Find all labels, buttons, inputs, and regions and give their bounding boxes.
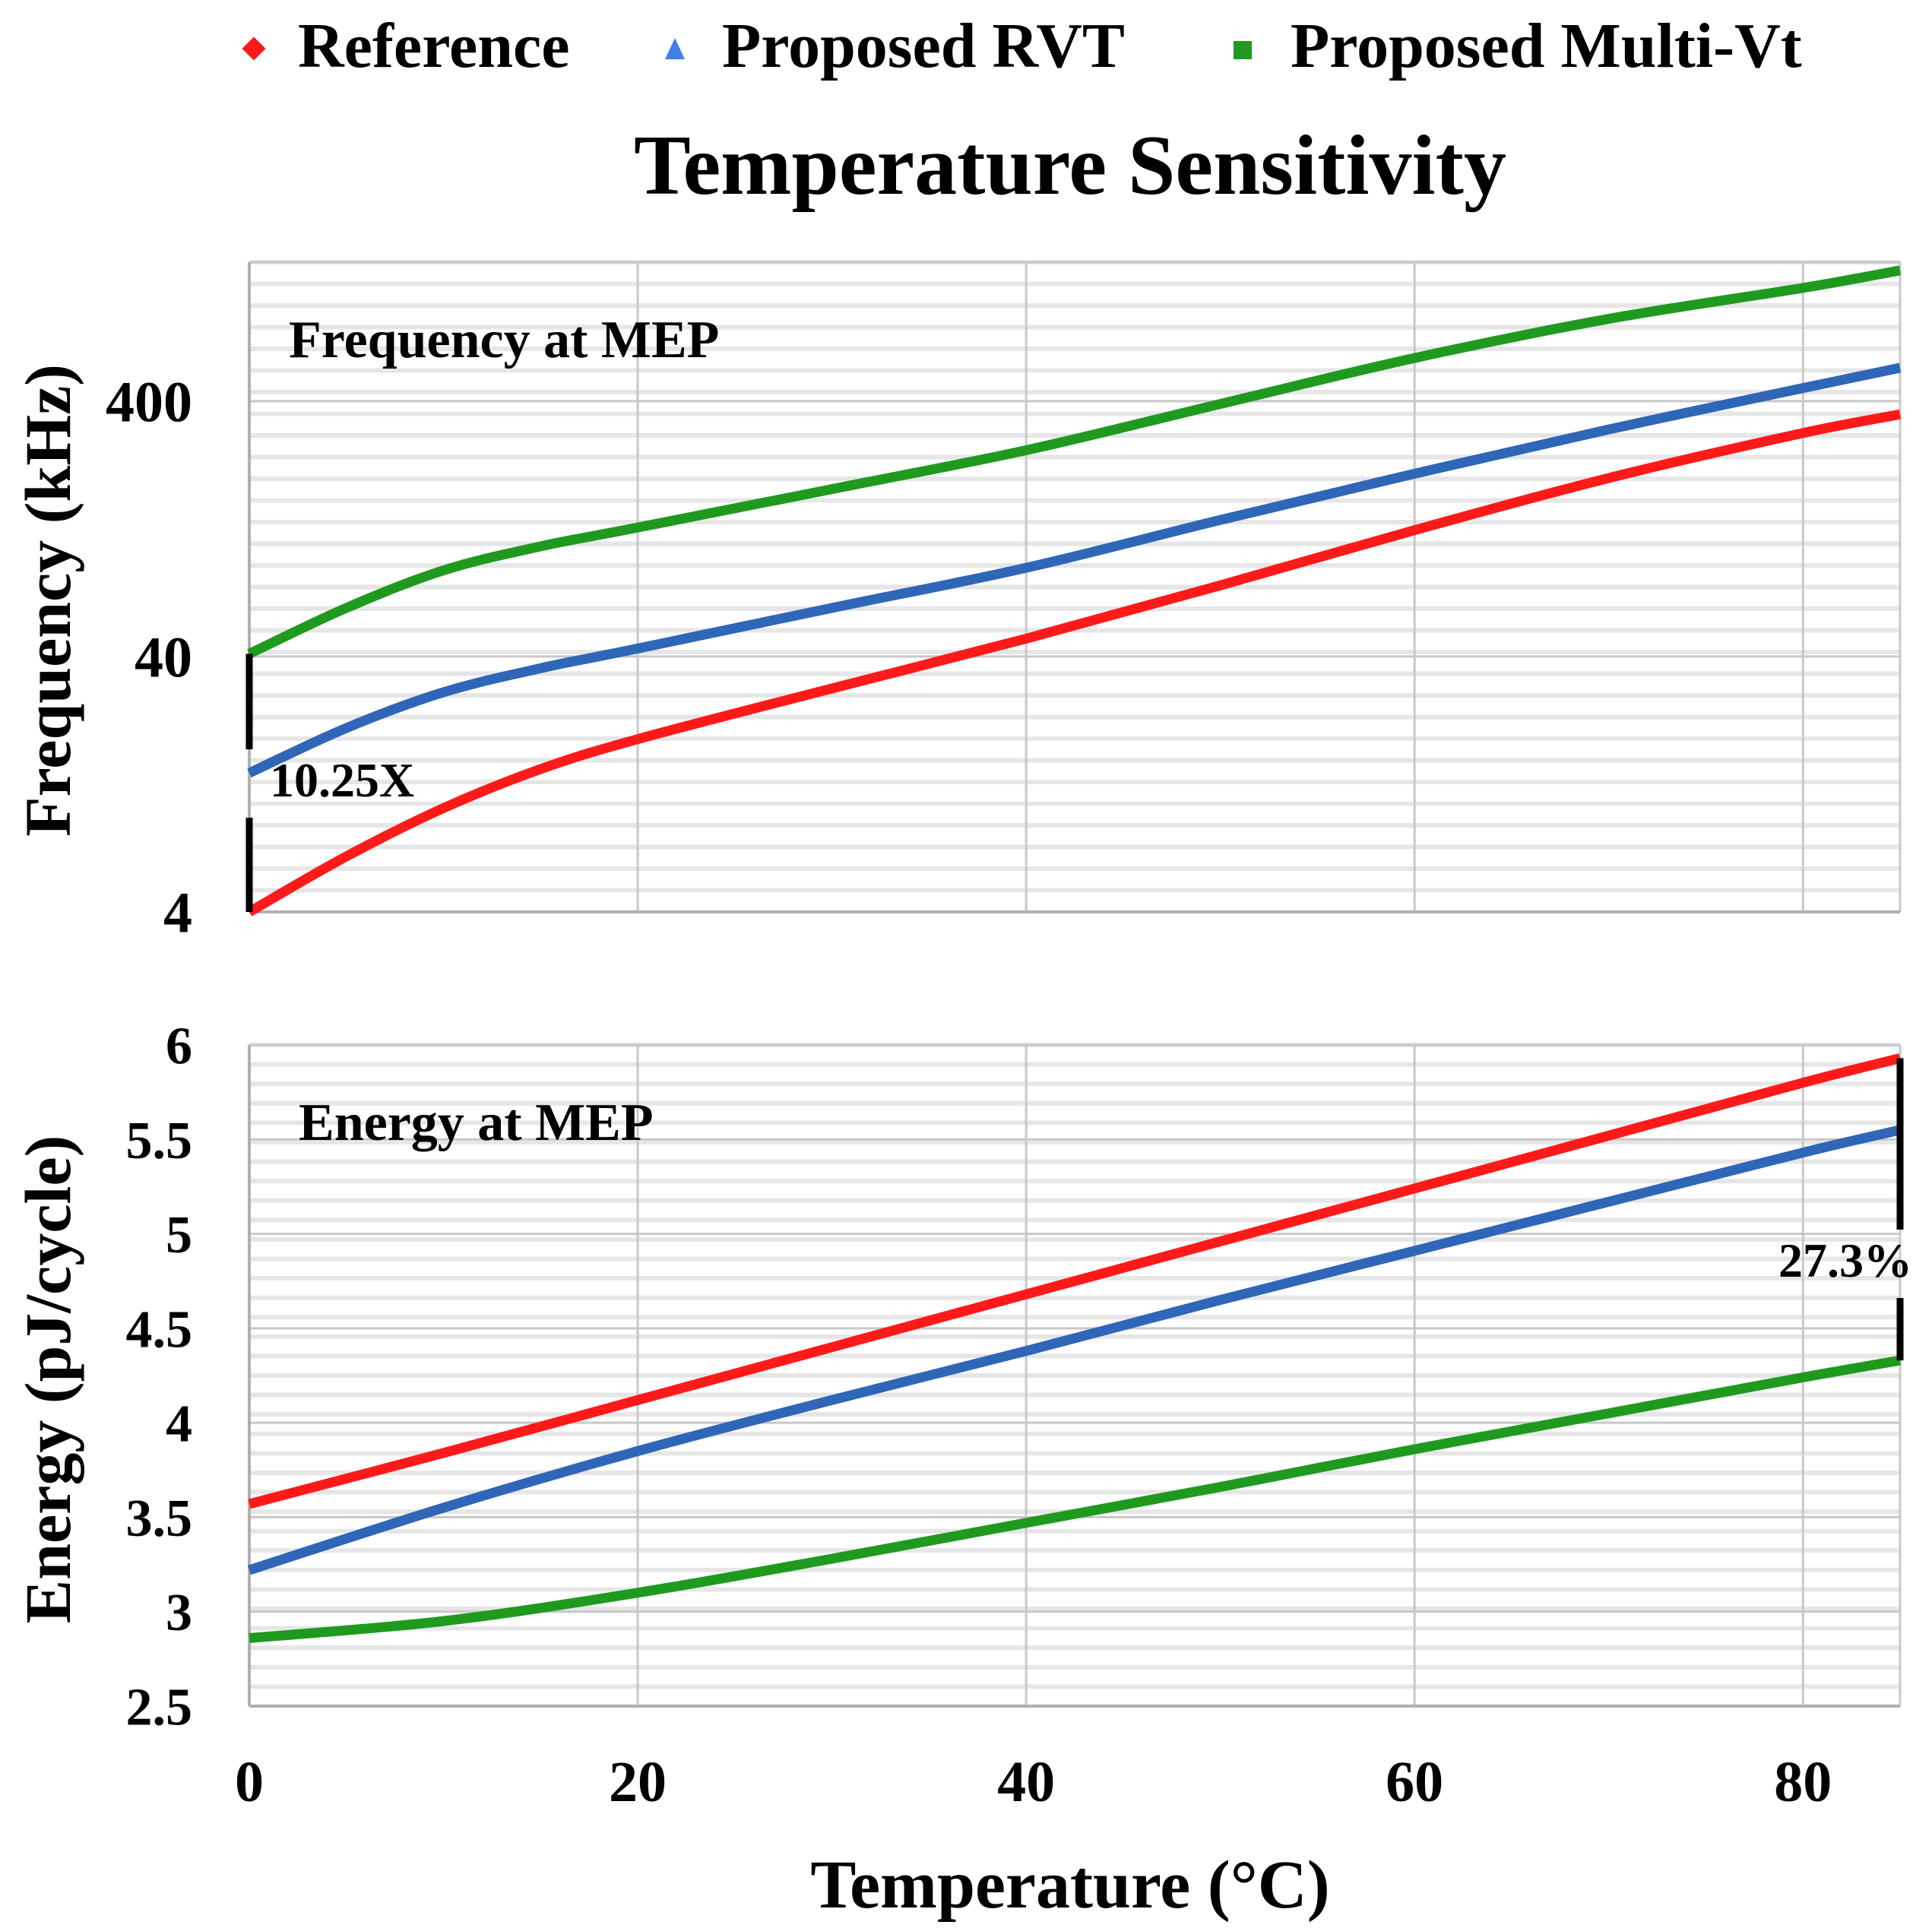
annotation-label: 10.25X xyxy=(270,753,414,807)
y-tick-label: 4.5 xyxy=(126,1300,193,1359)
y-tick-label: 40 xyxy=(135,626,192,690)
y-tick-label: 5.5 xyxy=(126,1112,193,1170)
y-tick-label: 4 xyxy=(166,1395,192,1454)
x-axis-label: Temperature (°C) xyxy=(810,1847,1329,1923)
legend-label-proposed-multi-vt: Proposed Multi-Vt xyxy=(1291,11,1802,81)
series-line-reference xyxy=(248,1053,1902,1509)
panel-label: Energy at MEP xyxy=(299,1094,654,1152)
y-tick-label: 3.5 xyxy=(126,1490,193,1548)
frequency-panel: 4 40 400 Frequency (kHz) Frequency at MEP 10.… xyxy=(11,260,1902,945)
legend-label-proposed-rvt: Proposed RVT xyxy=(722,11,1125,81)
series-line-proposed-rvt xyxy=(247,362,1902,778)
y-tick-label: 5 xyxy=(166,1206,192,1265)
series-line-proposed-rvt xyxy=(248,1125,1902,1575)
legend-label-reference: Reference xyxy=(298,11,570,81)
panel-label: Frequency at MEP xyxy=(289,311,719,369)
y-tick-label: 3 xyxy=(166,1584,192,1642)
y-axis-label: Frequency (kHz) xyxy=(11,364,84,837)
legend: Reference Proposed RVT Proposed Multi-Vt xyxy=(242,11,1802,81)
y-tick-label: 400 xyxy=(106,370,192,434)
y-tick-label: 4 xyxy=(163,882,192,945)
legend-marker-proposed-rvt xyxy=(665,38,685,59)
x-tick-label: 20 xyxy=(609,1750,667,1814)
y-axis-label: Energy (pJ/cycle) xyxy=(11,1135,84,1623)
x-tick-label: 60 xyxy=(1386,1750,1443,1814)
series-line-proposed-multi-vt xyxy=(247,265,1902,659)
chart-title: Temperature Sensitivity xyxy=(634,119,1506,213)
x-tick-label: 40 xyxy=(997,1750,1055,1814)
x-tick-label: 0 xyxy=(235,1750,264,1814)
y-tick-label: 6 xyxy=(166,1018,192,1076)
series-line-proposed-multi-vt xyxy=(249,1355,1902,1643)
legend-marker-reference xyxy=(242,36,266,61)
legend-marker-proposed-multi-vt xyxy=(1234,41,1252,59)
x-tick-label: 80 xyxy=(1774,1750,1832,1814)
series-line-reference xyxy=(246,409,1902,917)
annotation-label: 27.3% xyxy=(1778,1233,1912,1287)
y-tick-label: 2.5 xyxy=(126,1679,193,1737)
